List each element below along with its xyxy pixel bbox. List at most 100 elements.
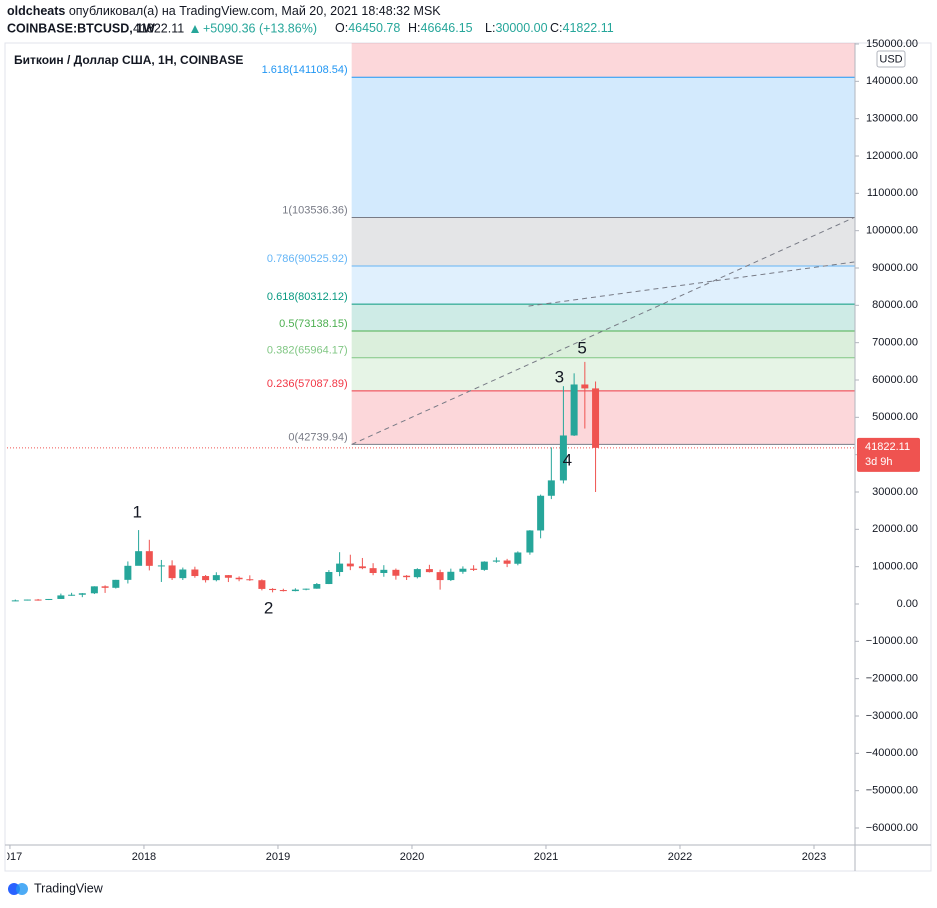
candle-body xyxy=(592,388,600,448)
x-tick-label: 2020 xyxy=(400,851,424,863)
currency: USD xyxy=(879,53,902,65)
candle-body xyxy=(57,595,65,599)
fib-zone xyxy=(351,390,855,445)
y-tick-label: −10000.00 xyxy=(866,635,918,647)
x-tick-label: 2021 xyxy=(534,851,558,863)
fib-label: 1(103536.36) xyxy=(282,204,347,216)
published-text: опубликовал(а) на TradingView.com, Май 2… xyxy=(65,4,441,18)
fib-zone xyxy=(351,330,855,358)
fib-label: 0(42739.94) xyxy=(288,431,347,443)
candle-body xyxy=(447,571,455,581)
candle-body xyxy=(145,551,153,566)
y-tick-label: 80000.00 xyxy=(872,299,918,311)
countdown: 3d 9h xyxy=(865,456,893,468)
candle-body xyxy=(325,572,333,585)
trend-line xyxy=(351,217,855,445)
ohlc-value: 46646.15 xyxy=(421,21,473,35)
candle-body xyxy=(413,569,421,578)
candle-body xyxy=(90,586,98,594)
ohlc-label: O: xyxy=(335,21,348,35)
ohlc-value: 41822.11 xyxy=(563,21,614,35)
candle-body xyxy=(235,577,243,580)
ohlc-item: L:30000.00 xyxy=(485,21,548,35)
x-tick-label: 2019 xyxy=(266,851,290,863)
candle-body xyxy=(492,560,500,562)
ohlc-item: O:46450.78 xyxy=(335,21,400,35)
y-tick-label: 110000.00 xyxy=(867,187,918,199)
fib-label: 0.786(90525.92) xyxy=(267,253,348,265)
header-change: +5090.36 (+13.86%) xyxy=(203,21,317,35)
candle-body xyxy=(459,568,467,572)
wave-label: 2 xyxy=(264,598,273,617)
candle-body xyxy=(559,435,567,481)
x-tick-label: 2018 xyxy=(132,851,156,863)
fib-label: 0.618(80312.12) xyxy=(267,291,348,303)
wave-label: 3 xyxy=(555,368,564,387)
candle-body xyxy=(503,560,511,564)
fib-label: 0.382(65964.17) xyxy=(267,345,348,357)
candle-body xyxy=(547,480,555,496)
x-tick-label: 2017 xyxy=(0,851,22,863)
candle-body xyxy=(212,575,220,581)
candle-body xyxy=(279,590,287,592)
ohlc-value: 46450.78 xyxy=(348,21,400,35)
fib-zone xyxy=(351,77,855,218)
y-tick-label: 10000.00 xyxy=(872,561,918,573)
candle-body xyxy=(346,563,354,567)
up-arrow xyxy=(191,25,199,33)
trend-line xyxy=(528,261,855,307)
ohlc-group: O:46450.78 H:46646.15 L:30000.00 C:41822.11 xyxy=(335,21,614,35)
fib-zone xyxy=(351,43,855,78)
candle-body xyxy=(179,569,187,579)
y-tick-label: −60000.00 xyxy=(866,822,918,834)
candle-body xyxy=(202,576,210,581)
candle-body xyxy=(480,561,488,570)
brand[interactable]: TradingView xyxy=(34,881,104,895)
publish-line: oldcheats опубликовал(а) на TradingView.… xyxy=(7,4,441,18)
candle-body xyxy=(78,593,86,595)
y-tick-label: −30000.00 xyxy=(866,710,918,722)
candle-body xyxy=(112,579,120,588)
candle-body xyxy=(269,588,277,591)
y-tick-label: 140000.00 xyxy=(866,75,918,87)
last-price-label: 41822.11 xyxy=(865,441,910,453)
fib-zone xyxy=(351,357,855,391)
candle-body xyxy=(313,584,321,589)
x-tick-label: 2023 xyxy=(802,851,826,863)
y-tick-label: −50000.00 xyxy=(866,785,918,797)
tv-logo: TradingView xyxy=(8,881,104,895)
ohlc-value: 30000.00 xyxy=(495,21,547,35)
candle-body xyxy=(157,565,165,567)
fib-group xyxy=(351,43,855,445)
logo-mark xyxy=(16,883,28,895)
fib-label: 0.5(73138.15) xyxy=(279,318,348,330)
candle-body xyxy=(246,579,254,581)
currency-box xyxy=(876,50,906,68)
ohlc-item: C:41822.11 xyxy=(550,21,614,35)
candle-body xyxy=(470,568,478,570)
candle-body xyxy=(380,569,388,574)
y-tick-label: 70000.00 xyxy=(872,337,918,349)
y-tick-label: −20000.00 xyxy=(866,673,918,685)
y-tick-label: 30000.00 xyxy=(872,486,918,498)
candle-body xyxy=(168,565,176,579)
y-tick-label: 90000.00 xyxy=(872,262,918,274)
x-axis-labels: 2017 2018 2019 2020 2021 2022 2023 xyxy=(0,851,826,863)
candle-body xyxy=(581,384,589,389)
author[interactable]: oldcheats xyxy=(7,4,65,18)
candle-body xyxy=(45,598,53,600)
candle-body xyxy=(336,563,344,573)
candle-body xyxy=(68,594,76,596)
x-tick-label: 2022 xyxy=(668,851,692,863)
y-tick-label: 130000.00 xyxy=(866,113,918,125)
wave-label: 4 xyxy=(563,450,572,469)
ohlc-label: H: xyxy=(408,21,421,35)
ohlc-label: L: xyxy=(485,21,495,35)
wave-label: 5 xyxy=(577,338,586,357)
candle-body xyxy=(101,586,109,588)
y-tick-label: 100000.00 xyxy=(866,225,918,237)
chart-frame xyxy=(4,42,932,872)
candle-body xyxy=(302,588,310,590)
candle-body xyxy=(224,575,232,578)
axis-group: 150000.00140000.00130000.00120000.001100… xyxy=(0,38,920,863)
